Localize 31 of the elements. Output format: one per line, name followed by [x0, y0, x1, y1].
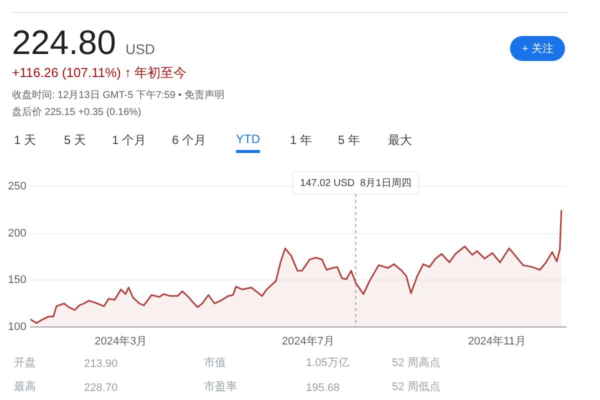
y-tick-label: 250 — [8, 180, 26, 193]
text: 最大 — [388, 132, 412, 149]
text: 195.68 — [306, 382, 340, 394]
chart-subtitle: +116.26 (107.11%) ↑ 年初至今 — [12, 64, 187, 82]
ref-line-label: 147.02 USD 8月1日周四 — [300, 178, 412, 189]
text: 52 周高点 — [392, 356, 440, 370]
text: 市值 — [204, 356, 226, 370]
text: 1.05万亿 — [306, 356, 350, 370]
text: 6 个月 — [172, 132, 206, 149]
text: 收盘时间: 12月13日 GMT-5 下午7:59 • 免责声明 — [12, 88, 224, 102]
text: 213.90 — [84, 358, 118, 370]
text: 1 个月 — [112, 132, 146, 149]
text: 最高 — [14, 380, 36, 394]
chart-title: 224.80 USD — [12, 24, 156, 63]
text: 228.70 — [84, 382, 118, 394]
text: 5 天 — [64, 132, 86, 149]
text: 52 周低点 — [392, 380, 440, 394]
text: 开盘 — [14, 356, 36, 370]
text: 5 年 — [338, 132, 360, 149]
text: 1 年 — [290, 132, 312, 149]
x-tick-label: 2024年3月 — [94, 335, 148, 348]
y-tick-label: 150 — [8, 274, 26, 286]
y-tick-label: 100 — [8, 320, 26, 333]
x-tick-label: 2024年11月 — [468, 335, 526, 348]
text: + 关注 — [510, 36, 566, 61]
text: 市盈率 — [204, 380, 237, 394]
text: 1 天 — [14, 132, 36, 149]
text: YTD — [236, 132, 260, 153]
x-tick-label: 2024年7月 — [282, 335, 334, 348]
y-tick-label: 200 — [8, 227, 26, 240]
text: 盘后价 225.15 +0.35 (0.16%) — [12, 106, 142, 119]
